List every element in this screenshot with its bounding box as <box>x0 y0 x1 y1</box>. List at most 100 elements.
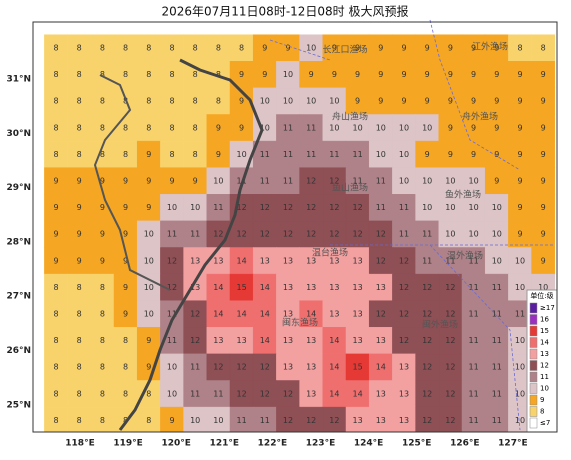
wind-value: 10 <box>445 203 455 212</box>
wind-value: 8 <box>123 389 128 398</box>
wind-value: 8 <box>53 150 58 159</box>
wind-value: 9 <box>494 177 499 186</box>
fishing-zone-name: 江外渔场 <box>472 41 508 53</box>
wind-value: 12 <box>422 336 432 345</box>
lat-label: 29°N <box>6 183 31 193</box>
wind-value: 10 <box>190 416 200 425</box>
legend-label: 14 <box>540 339 549 347</box>
wind-value: 8 <box>100 416 105 425</box>
wind-value: 11 <box>283 123 293 132</box>
lon-label: 118°E <box>65 439 94 449</box>
wind-value: 9 <box>77 256 82 265</box>
wind-value: 10 <box>492 203 502 212</box>
wind-value: 9 <box>541 150 546 159</box>
wind-value: 10 <box>515 416 525 425</box>
wind-value: 12 <box>306 416 316 425</box>
legend-label: ≤7 <box>540 419 550 427</box>
wind-value: 10 <box>167 389 177 398</box>
wind-value: 8 <box>53 283 58 292</box>
wind-value: 12 <box>445 283 455 292</box>
fishing-zone-border <box>269 19 555 431</box>
wind-value: 9 <box>262 44 267 53</box>
wind-value: 9 <box>355 44 360 53</box>
wind-value: 8 <box>146 70 151 79</box>
wind-value: 9 <box>541 123 546 132</box>
wind-value: 9 <box>53 203 58 212</box>
wind-value: 9 <box>332 70 337 79</box>
wind-value: 9 <box>216 123 221 132</box>
fishing-zone-name: 闽外渔场 <box>422 319 458 331</box>
wind-value: 9 <box>541 177 546 186</box>
lat-label: 30°N <box>6 129 31 139</box>
wind-value: 14 <box>329 336 339 345</box>
wind-value: 10 <box>213 177 223 186</box>
wind-value: 9 <box>517 177 522 186</box>
wind-value: 9 <box>123 177 128 186</box>
wind-value: 8 <box>169 44 174 53</box>
wind-value: 9 <box>494 123 499 132</box>
wind-value: 10 <box>515 336 525 345</box>
wind-value: 8 <box>53 416 58 425</box>
wind-value: 10 <box>515 363 525 372</box>
wind-value: 8 <box>517 44 522 53</box>
legend-swatch <box>529 394 538 406</box>
wind-value: 9 <box>541 203 546 212</box>
wind-value: 12 <box>213 363 223 372</box>
wind-value: 15 <box>353 363 363 372</box>
wind-value: 14 <box>306 310 316 319</box>
wind-value: 13 <box>213 256 223 265</box>
wind-value: 13 <box>353 256 363 265</box>
wind-value: 12 <box>422 283 432 292</box>
wind-value: 9 <box>517 70 522 79</box>
wind-value: 11 <box>492 283 502 292</box>
fishing-zone-name: 长江口渔场 <box>322 44 367 56</box>
wind-value: 13 <box>283 283 293 292</box>
wind-value: 11 <box>492 336 502 345</box>
wind-value: 9 <box>378 97 383 106</box>
wind-value: 8 <box>77 123 82 132</box>
wind-value: 8 <box>123 150 128 159</box>
wind-value: 8 <box>146 123 151 132</box>
wind-value: 11 <box>492 416 502 425</box>
wind-value: 8 <box>123 123 128 132</box>
wind-value: 11 <box>237 416 247 425</box>
wind-value: 8 <box>77 97 82 106</box>
wind-value: 11 <box>167 310 177 319</box>
wind-value: 11 <box>260 177 270 186</box>
wind-value: 8 <box>193 150 198 159</box>
wind-value: 14 <box>329 363 339 372</box>
wind-value: 10 <box>260 123 270 132</box>
wind-value: 9 <box>471 44 476 53</box>
wind-value: 14 <box>213 283 223 292</box>
wind-value: 11 <box>422 256 432 265</box>
wind-value: 9 <box>77 177 82 186</box>
wind-value: 11 <box>469 363 479 372</box>
wind-value: 11 <box>213 203 223 212</box>
fishing-zone-name: 鱼山渔场 <box>332 182 368 194</box>
wind-value: 12 <box>306 177 316 186</box>
wind-value: 12 <box>422 310 432 319</box>
wind-value: 13 <box>190 283 200 292</box>
legend-swatch <box>529 314 538 325</box>
wind-value: 13 <box>399 389 409 398</box>
wind-value: 8 <box>77 70 82 79</box>
wind-value: 11 <box>469 256 479 265</box>
wind-value: 9 <box>146 336 151 345</box>
wind-value: 13 <box>376 416 386 425</box>
wind-value: 12 <box>445 310 455 319</box>
wind-value: 10 <box>353 123 363 132</box>
wind-value: 10 <box>306 97 316 106</box>
wind-value: 14 <box>353 389 363 398</box>
wind-value: 8 <box>123 44 128 53</box>
wind-value: 9 <box>448 97 453 106</box>
wind-value: 9 <box>517 230 522 239</box>
wind-value: 9 <box>541 70 546 79</box>
wind-value: 8 <box>123 336 128 345</box>
wind-value: 11 <box>515 310 525 319</box>
wind-value: 9 <box>53 230 58 239</box>
wind-value: 14 <box>260 283 270 292</box>
coastline <box>118 58 264 431</box>
wind-value: 13 <box>353 310 363 319</box>
wind-value: 13 <box>283 363 293 372</box>
